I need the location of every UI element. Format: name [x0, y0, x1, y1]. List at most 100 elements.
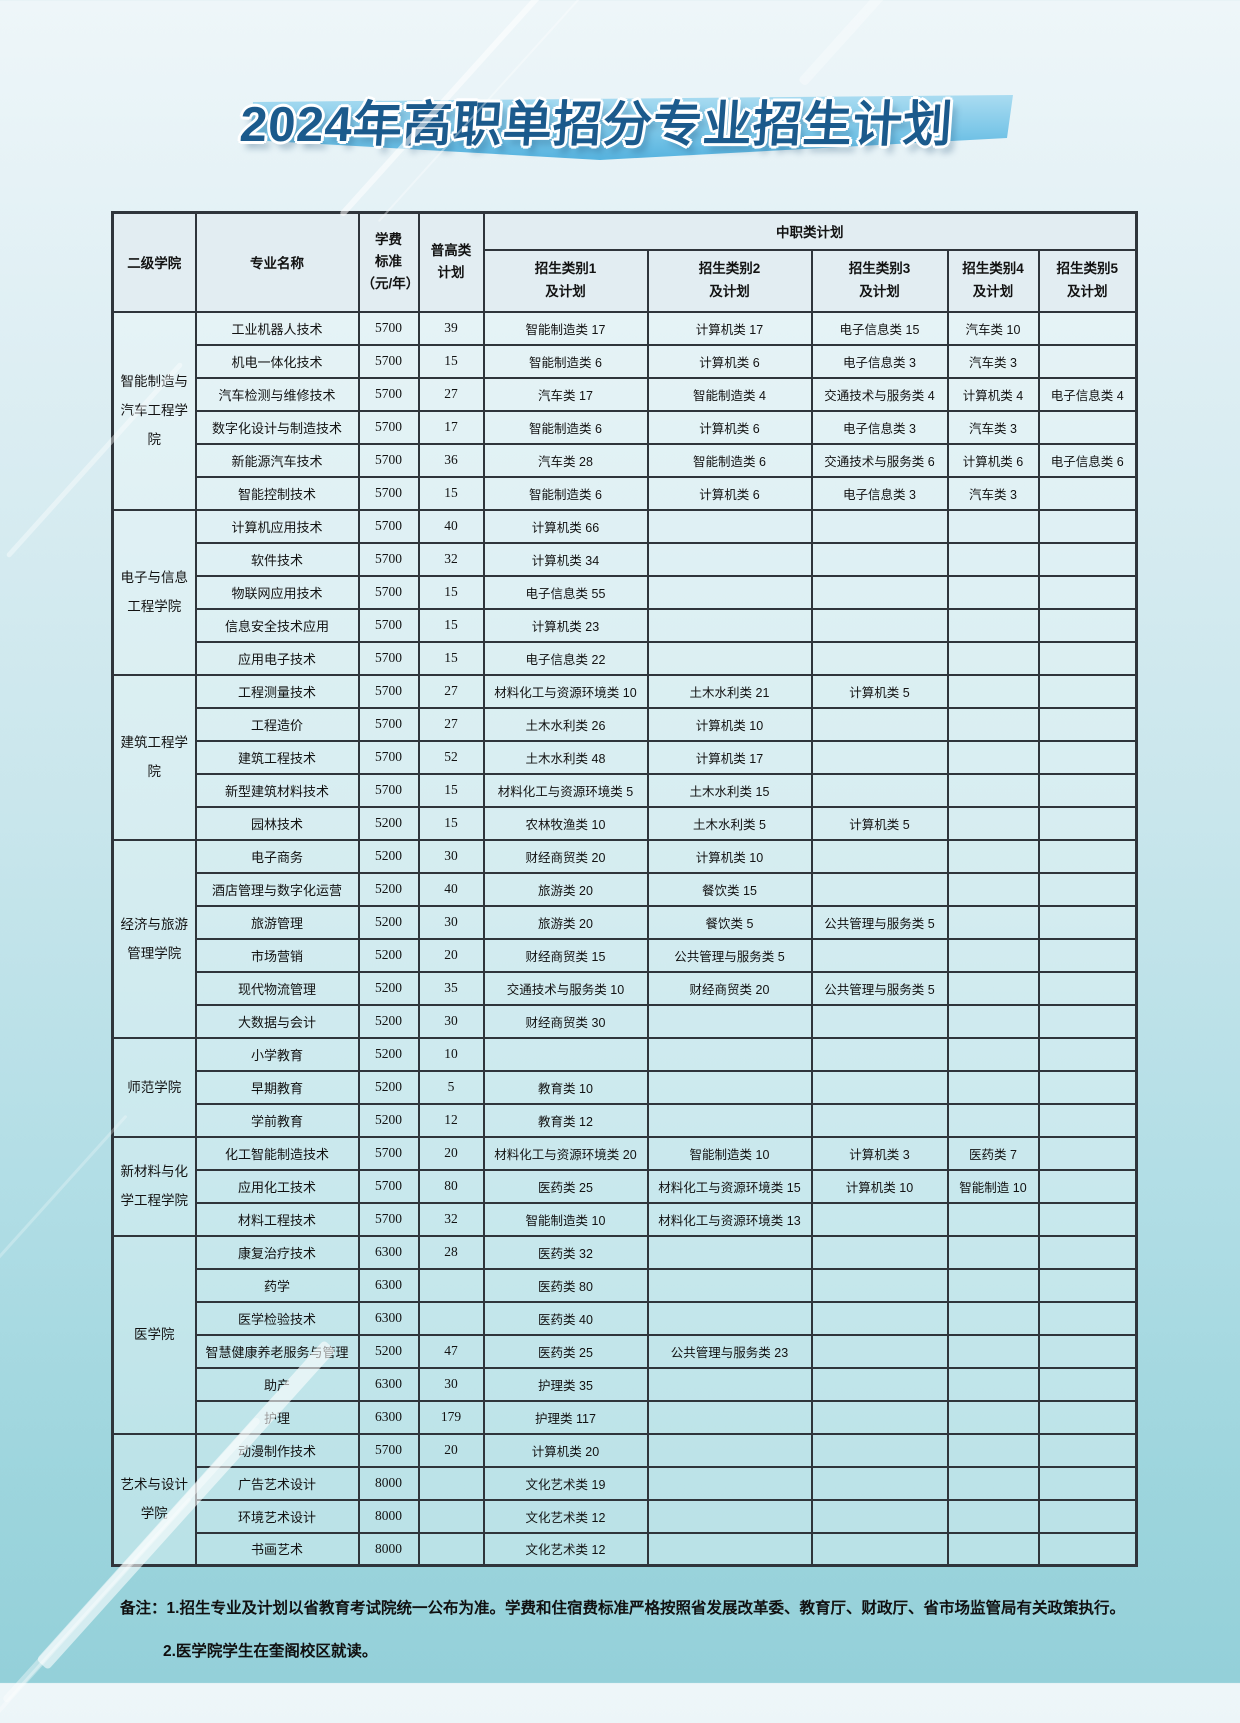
general-plan-cell: 32	[417, 541, 485, 577]
category-2-cell: 计算机类 6	[646, 343, 813, 379]
table-row: 现代物流管理 5200 35 交通技术与服务类 10 财经商贸类 20 公共管理与服务类 …	[113, 970, 1138, 1006]
header-category-3: 招生类别3 及计划	[810, 248, 949, 313]
general-plan-cell: 15	[417, 574, 485, 610]
category-4-cell	[946, 1201, 1040, 1237]
category-4-cell	[946, 904, 1040, 940]
category-4-cell	[946, 640, 1040, 676]
category-3-cell	[810, 871, 949, 907]
general-plan-cell: 35	[417, 970, 485, 1006]
tuition-cell: 6300	[357, 1267, 420, 1303]
general-plan-cell: 30	[417, 1003, 485, 1039]
major-cell: 医学检验技术	[194, 1300, 360, 1336]
general-plan-cell	[417, 1531, 485, 1567]
category-2-cell: 计算机类 6	[646, 475, 813, 511]
major-cell: 酒店管理与数字化运营	[194, 871, 360, 907]
category-4-cell	[946, 1003, 1040, 1039]
category-3-cell	[810, 838, 949, 874]
tuition-cell: 5700	[357, 442, 420, 478]
category-5-cell: 电子信息类 6	[1037, 442, 1138, 478]
major-cell: 软件技术	[194, 541, 360, 577]
table-row: 材料工程技术 5700 32 智能制造类 10 材料化工与资源环境类 13	[113, 1201, 1138, 1237]
tuition-cell: 5700	[357, 508, 420, 544]
major-cell: 环境艺术设计	[194, 1498, 360, 1534]
category-1-cell: 计算机类 23	[482, 607, 649, 643]
category-2-cell: 计算机类 6	[646, 409, 813, 445]
college-cell: 智能制造与汽车工程学院	[111, 310, 197, 511]
category-5-cell	[1037, 1003, 1138, 1039]
table-row: 电子与信息工程学院 计算机应用技术 5700 40 计算机类 66	[111, 508, 1138, 676]
category-3-cell	[810, 1003, 949, 1039]
general-plan-cell: 52	[417, 739, 485, 775]
major-cell: 计算机应用技术	[194, 508, 360, 544]
category-1-cell: 智能制造类 17	[482, 310, 649, 346]
major-cell: 康复治疗技术	[194, 1234, 360, 1270]
tuition-cell: 5700	[357, 739, 420, 775]
category-1-cell: 土木水利类 26	[482, 706, 649, 742]
category-5-cell	[1037, 1300, 1138, 1336]
tuition-cell: 5700	[357, 1432, 420, 1468]
decorative-streak	[0, 1114, 128, 1266]
category-1-cell: 计算机类 66	[482, 508, 649, 544]
category-1-cell: 电子信息类 22	[482, 640, 649, 676]
category-1-cell: 智能制造类 10	[482, 1201, 649, 1237]
tuition-cell: 6300	[357, 1234, 420, 1270]
category-4-cell	[946, 739, 1040, 775]
major-cell: 机电一体化技术	[194, 343, 360, 379]
general-plan-cell: 32	[417, 1201, 485, 1237]
tuition-cell: 5700	[357, 772, 420, 808]
category-3-cell	[810, 1465, 949, 1501]
category-header-row: 招生类别1 及计划 招生类别2 及计划 招生类别3 及计划 招生类别4 及计划 招生类别…	[113, 248, 1138, 313]
category-3-cell	[810, 1498, 949, 1534]
category-3-cell: 计算机类 3	[810, 1135, 949, 1171]
table-row: 经济与旅游管理学院 电子商务 5200 30 财经商贸类 20 计算机类 10	[111, 838, 1138, 1039]
category-2-cell	[646, 1234, 813, 1270]
table-row: 汽车检测与维修技术 5700 27 汽车类 17 智能制造类 4 交通技术与服务类 4 计算…	[113, 376, 1138, 412]
category-5-cell	[1037, 1432, 1138, 1468]
category-1-cell: 材料化工与资源环境类 10	[482, 673, 649, 709]
category-4-cell: 汽车类 10	[946, 310, 1040, 346]
category-5-cell	[1037, 1168, 1138, 1204]
college-cell: 师范学院	[111, 1036, 197, 1138]
category-5-cell	[1037, 1267, 1138, 1303]
category-1-cell: 文化艺术类 12	[482, 1498, 649, 1534]
major-cell: 智能控制技术	[194, 475, 360, 511]
category-5-cell	[1037, 607, 1138, 643]
tuition-cell: 5700	[357, 706, 420, 742]
category-4-cell	[946, 838, 1040, 874]
general-plan-cell: 15	[417, 607, 485, 643]
general-plan-cell: 20	[417, 1432, 485, 1468]
category-4-cell	[946, 1102, 1040, 1138]
tuition-cell: 8000	[357, 1498, 420, 1534]
category-3-cell: 电子信息类 3	[810, 475, 949, 511]
table-row: 建筑工程学院 工程测量技术 5700 27 材料化工与资源环境类 10 土木水利类 21 计…	[111, 673, 1138, 841]
category-3-cell: 交通技术与服务类 4	[810, 376, 949, 412]
major-cell: 新能源汽车技术	[194, 442, 360, 478]
major-cell: 工程造价	[194, 706, 360, 742]
category-2-cell: 公共管理与服务类 23	[646, 1333, 813, 1369]
category-2-cell	[646, 1267, 813, 1303]
category-4-cell	[946, 1333, 1040, 1369]
tuition-cell: 6300	[357, 1399, 420, 1435]
category-1-cell: 旅游类 20	[482, 871, 649, 907]
category-4-cell	[946, 1267, 1040, 1303]
header-major: 专业名称	[194, 211, 360, 313]
table-row: 早期教育 5200 5 教育类 10	[113, 1069, 1138, 1105]
tuition-cell: 5200	[357, 1069, 420, 1105]
major-cell: 材料工程技术	[194, 1201, 360, 1237]
table-row: 市场营销 5200 20 财经商贸类 15 公共管理与服务类 5	[113, 937, 1138, 973]
category-2-cell: 智能制造类 10	[646, 1135, 813, 1171]
category-3-cell: 交通技术与服务类 6	[810, 442, 949, 478]
category-5-cell: 电子信息类 4	[1037, 376, 1138, 412]
category-3-cell: 公共管理与服务类 5	[810, 970, 949, 1006]
category-3-cell	[810, 541, 949, 577]
category-1-cell: 汽车类 17	[482, 376, 649, 412]
category-5-cell	[1037, 640, 1138, 676]
category-5-cell	[1037, 1531, 1138, 1567]
category-2-cell	[646, 1432, 813, 1468]
category-5-cell	[1037, 1036, 1138, 1072]
category-5-cell	[1037, 1465, 1138, 1501]
category-1-cell: 文化艺术类 12	[482, 1531, 649, 1567]
category-3-cell	[810, 772, 949, 808]
tuition-cell: 6300	[357, 1300, 420, 1336]
table-row: 建筑工程技术 5700 52 土木水利类 48 计算机类 17	[113, 739, 1138, 775]
